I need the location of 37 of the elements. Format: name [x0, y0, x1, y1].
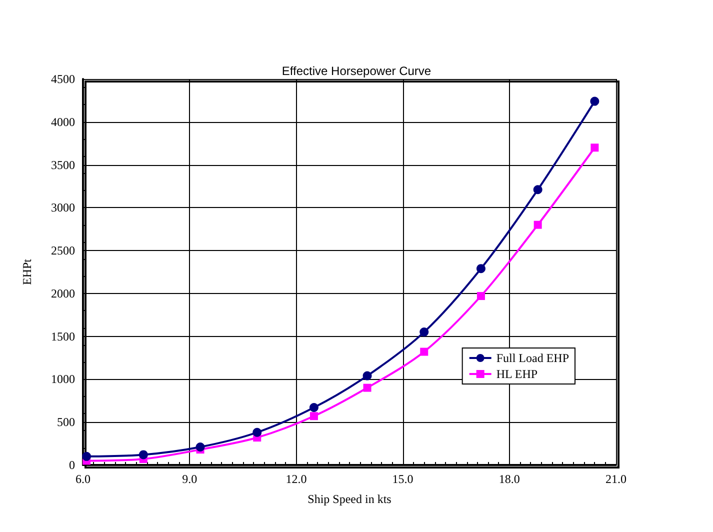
point — [476, 264, 486, 274]
point — [363, 384, 372, 392]
y-tick-label: 3000 — [51, 200, 75, 215]
point — [362, 371, 372, 380]
x-tick-label: 6.0 — [76, 472, 90, 486]
point — [252, 428, 262, 437]
legend-label: Full Load EHP — [496, 351, 570, 365]
x-tick-label: 15.0 — [392, 472, 414, 486]
point — [420, 328, 429, 337]
point — [420, 348, 428, 356]
point — [310, 412, 318, 420]
x-tick-label: 12.0 — [286, 472, 307, 486]
x-tick-label: 21.0 — [606, 472, 626, 486]
y-tick-label: 2500 — [51, 244, 75, 258]
x-tick-label: 9.0 — [182, 472, 198, 486]
point — [196, 442, 205, 452]
y-tick-label: 4000 — [51, 114, 75, 129]
legend-label: HL EHP — [496, 367, 538, 381]
point — [82, 452, 92, 461]
point — [534, 220, 542, 229]
x-tick-label: 18.0 — [498, 472, 520, 486]
y-tick-label: 1000 — [51, 372, 75, 386]
point — [590, 96, 600, 106]
point — [590, 144, 599, 152]
point — [138, 450, 148, 460]
y-axis-title: EHPt — [20, 258, 34, 286]
y-tick-label: 0 — [69, 458, 75, 472]
y-tick-label: 3500 — [51, 158, 75, 172]
y-tick-label: 4500 — [51, 72, 75, 86]
point — [476, 292, 485, 300]
y-tick-label: 500 — [57, 415, 75, 430]
chart-title: Effective Horsepower Curve — [282, 64, 432, 78]
y-tick-label: 1500 — [51, 329, 75, 344]
point — [309, 403, 318, 412]
point — [533, 185, 542, 194]
y-tick-label: 2000 — [51, 286, 75, 300]
x-axis-title: Ship Speed in kts — [308, 492, 392, 506]
